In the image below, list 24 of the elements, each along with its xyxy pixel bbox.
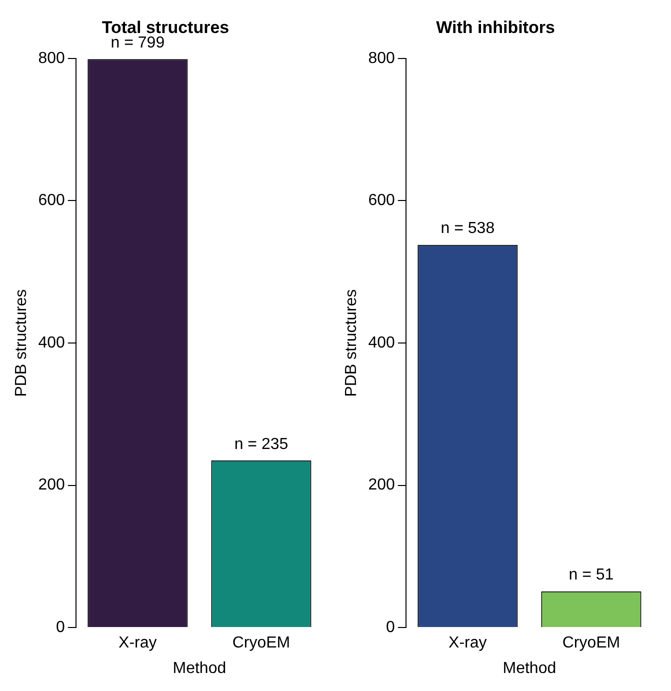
- y-tick-label: 800: [368, 50, 395, 67]
- y-tick-label: 0: [56, 619, 65, 636]
- data-label: n = 235: [234, 436, 288, 453]
- y-tick-label: 400: [38, 334, 65, 352]
- data-label: n = 51: [568, 566, 614, 584]
- y-tick-label: 0: [386, 619, 395, 636]
- y-tick-label: 200: [368, 476, 395, 494]
- chart-title: Total structures: [102, 18, 230, 37]
- data-label: n = 799: [110, 34, 165, 52]
- x-tick-label: X-ray: [118, 634, 157, 652]
- y-tick-label: 400: [368, 334, 395, 352]
- x-tick-label: CryoEM: [562, 634, 620, 652]
- y-axis-title: PDB structures: [343, 289, 360, 397]
- y-tick-label: 600: [368, 192, 395, 210]
- y-tick-label: 600: [38, 192, 65, 210]
- x-axis-title: Method: [502, 660, 556, 677]
- data-label: n = 538: [440, 220, 495, 238]
- y-axis-title: PDB structures: [13, 289, 30, 397]
- y-tick-label: 800: [38, 50, 65, 67]
- y-tick-label: 200: [38, 476, 65, 494]
- x-tick-label: X-ray: [448, 634, 487, 652]
- x-axis-title: Method: [172, 660, 226, 677]
- x-tick-label: CryoEM: [232, 634, 290, 652]
- chart-title: With inhibitors: [436, 18, 555, 37]
